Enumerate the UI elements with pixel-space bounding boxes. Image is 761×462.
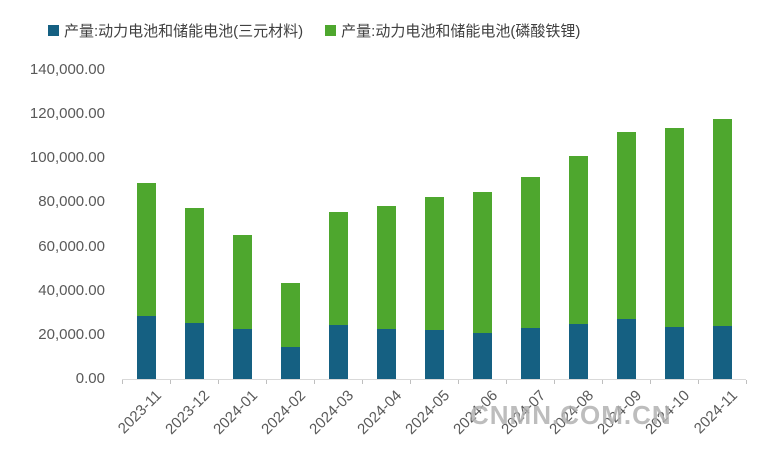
x-axis-tick [650, 380, 651, 384]
legend: 产量:动力电池和储能电池(三元材料) 产量:动力电池和储能电池(磷酸铁锂) [48, 20, 580, 41]
bar-segment-ternary [569, 324, 588, 379]
x-axis-label: 2024-04 [354, 387, 406, 438]
legend-item-ternary: 产量:动力电池和储能电池(三元材料) [48, 20, 303, 41]
legend-label-lfp: 产量:动力电池和储能电池(磷酸铁锂) [341, 23, 581, 40]
x-axis-label: 2023-12 [162, 387, 214, 438]
bar-segment-ternary [329, 325, 348, 379]
legend-swatch-lfp-icon [325, 25, 337, 36]
y-axis-tick-label: 20,000.00 [38, 325, 105, 343]
x-axis-label: 2024-01 [210, 387, 262, 438]
x-axis-label: 2023-11 [114, 387, 166, 438]
bar-segment-lfp [425, 197, 444, 330]
watermark: CNMN.COM.CN [470, 400, 672, 430]
bar-segment-lfp [521, 177, 540, 328]
x-axis-tick [122, 380, 123, 384]
bar-segment-ternary [137, 316, 156, 379]
bar-segment-ternary [233, 329, 252, 379]
y-axis-tick-label: 100,000.00 [29, 149, 105, 167]
bar-segment-ternary [377, 329, 396, 379]
x-axis-label: 2024-03 [306, 387, 358, 438]
x-axis-tick [170, 380, 171, 384]
x-axis-tick [698, 380, 699, 384]
bar-segment-ternary [281, 347, 300, 379]
x-axis-tick [218, 380, 219, 384]
bar-segment-lfp [473, 192, 492, 333]
x-axis-tick [506, 380, 507, 384]
legend-label-ternary: 产量:动力电池和储能电池(三元材料) [64, 23, 304, 40]
bar-segment-ternary [473, 333, 492, 379]
bar-segment-lfp [329, 212, 348, 325]
bar-segment-lfp [281, 283, 300, 347]
bar-segment-ternary [713, 326, 732, 379]
legend-swatch-ternary-icon [48, 25, 59, 36]
bar-segment-lfp [137, 183, 156, 316]
x-axis-tick [554, 380, 555, 384]
x-axis-line [122, 379, 746, 380]
bar-segment-lfp [665, 128, 684, 327]
x-axis-tick [362, 380, 363, 384]
bar-segment-ternary [185, 323, 204, 379]
bar-segment-lfp [377, 206, 396, 329]
bar-segment-lfp [185, 208, 204, 323]
bar-segment-lfp [617, 132, 636, 319]
bar-segment-lfp [233, 235, 252, 329]
y-axis-tick-label: 80,000.00 [38, 193, 105, 211]
y-axis-tick-label: 120,000.00 [29, 105, 105, 123]
bar-segment-ternary [617, 319, 636, 379]
bar-segment-lfp [713, 119, 732, 326]
x-axis-label: 2024-02 [258, 387, 310, 438]
bar-segment-ternary [425, 330, 444, 379]
bar-segment-ternary [521, 328, 540, 379]
y-axis-tick-label: 60,000.00 [38, 237, 105, 255]
x-axis-tick [602, 380, 603, 384]
x-axis-label: 2024-11 [690, 387, 742, 438]
x-axis-tick [458, 380, 459, 384]
y-axis-tick-label: 0.00 [75, 370, 105, 387]
bar-segment-lfp [569, 156, 588, 324]
x-axis-tick [410, 380, 411, 384]
legend-item-lfp: 产量:动力电池和储能电池(磷酸铁锂) [325, 20, 580, 41]
y-axis-tick-label: 40,000.00 [38, 281, 105, 299]
x-axis-tick [314, 380, 315, 384]
bar-segment-ternary [665, 327, 684, 379]
x-axis-label: 2024-05 [402, 387, 454, 438]
x-axis-tick [266, 380, 267, 384]
y-axis-tick-label: 140,000.00 [29, 61, 105, 78]
x-axis-tick [746, 380, 747, 384]
